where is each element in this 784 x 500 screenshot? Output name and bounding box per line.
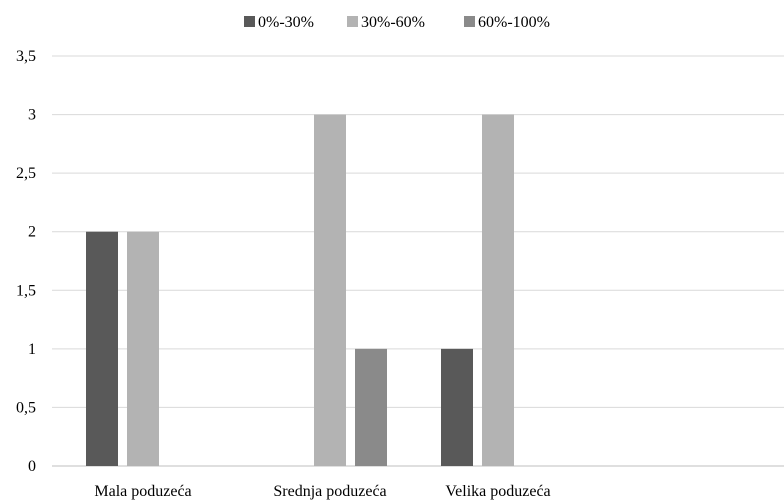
legend: 0%-30% 30%-60% 60%-100% [244,14,550,31]
y-tick-label: 1,5 [16,282,36,299]
legend-swatch [464,16,475,27]
x-category-label: Srednja poduzeća [273,483,386,500]
legend-swatch [347,16,358,27]
y-tick-label: 0,5 [16,399,36,416]
y-tick-label: 1 [28,341,36,358]
legend-label: 30%-60% [361,14,425,31]
bar-0%-30%-Mala poduzeća [86,231,118,466]
y-tick-label: 3,5 [16,48,36,65]
legend-swatch [244,16,255,27]
gridlines [52,55,784,467]
legend-label: 0%-30% [258,14,314,31]
y-tick-label: 3 [28,107,36,124]
bar-30%-60%-Mala poduzeća [127,231,159,466]
legend-label: 60%-100% [478,14,550,31]
bar-60%-100%-Srednja poduzeća [355,348,387,466]
y-tick-label: 2,5 [16,165,36,182]
bar-0%-30%-Velika poduzeća [441,348,473,466]
x-category-label: Velika poduzeća [445,483,550,500]
y-axis-tick-labels: 0 0,5 1 1,5 2 2,5 3 3,5 [16,48,36,475]
bar-series [86,114,514,467]
bar-30%-60%-Srednja poduzeća [314,114,346,467]
y-tick-label: 0 [28,458,36,475]
bar-30%-60%-Velika poduzeća [482,114,514,467]
y-tick-label: 2 [28,224,36,241]
x-category-label: Mala poduzeća [94,483,191,500]
x-axis-category-labels: Mala poduzeća Srednja poduzeća Velika podu… [94,483,550,500]
